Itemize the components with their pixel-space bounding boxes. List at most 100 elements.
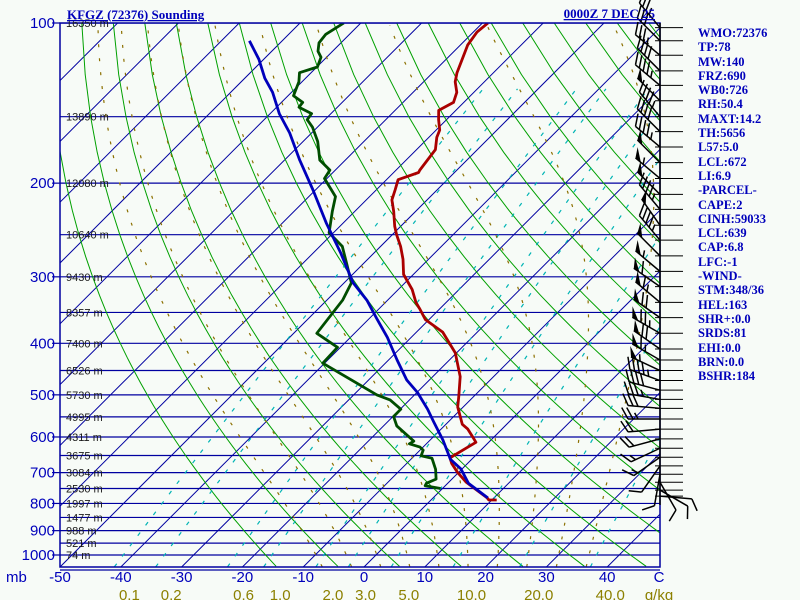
wind-barb [628, 465, 661, 493]
pressure-tick-label: 600 [30, 429, 55, 446]
height-label: 3084 m [66, 468, 103, 480]
dry-adiabat-line [175, 23, 524, 567]
dry-adiabat-line [364, 23, 660, 408]
chart-title: KFGZ (72376) Sounding [67, 7, 205, 22]
temp-tick-label: -40 [110, 569, 132, 586]
panel-line: RH:50.4 [698, 97, 743, 112]
dry-adiabat-line [60, 147, 277, 567]
isotherm-line [60, 23, 544, 507]
mixing-tick-label: 5.0 [398, 587, 419, 600]
pressure-tick-label: 800 [30, 495, 55, 512]
height-label: 10640 m [66, 230, 109, 242]
moist-adiabat-line [177, 25, 411, 567]
moist-adiabat-line [147, 25, 382, 567]
isotherm-line [302, 209, 660, 567]
panel-line: MW:140 [698, 54, 745, 69]
pressure-tick-label: 500 [30, 387, 55, 404]
wind-barb [620, 447, 661, 463]
dry-adiabat-line [301, 23, 660, 491]
panel-line: STM:348/36 [698, 283, 764, 298]
wind-barb [635, 240, 661, 272]
panel-line: SHR+:0.0 [698, 311, 751, 326]
wind-barb [633, 257, 661, 288]
dry-adiabat-line [144, 23, 462, 567]
pressure-unit-label: mb [6, 569, 27, 586]
wind-barb [621, 456, 661, 477]
mixing-tick-label: 1.0 [270, 587, 291, 600]
panel-line: LFC:-1 [698, 254, 738, 269]
height-label: 4311 m [66, 432, 102, 444]
panel-line: TH:5656 [698, 126, 746, 141]
mixing-ratio-line [589, 435, 660, 567]
panel-line: LCL:672 [698, 154, 747, 169]
dry-adiabat-line [459, 23, 660, 285]
wind-barb [633, 288, 661, 319]
moist-adiabat-line [486, 25, 590, 567]
panel-line: CINH:59033 [698, 211, 767, 226]
wind-barb [659, 481, 677, 522]
wind-barb [638, 203, 661, 241]
panel-line: -WIND- [698, 269, 742, 284]
moist-adiabat-line [97, 25, 323, 567]
moist-adiabat-line [389, 25, 540, 567]
dewpoint-curve [292, 23, 441, 490]
panel-line: WB0:726 [698, 83, 748, 98]
isotherm-line [60, 23, 301, 264]
height-label: 5730 m [66, 390, 103, 402]
isotherm-line [120, 27, 660, 567]
dry-adiabat-line [427, 23, 660, 325]
wind-barb [636, 161, 661, 195]
height-label: 4995 m [66, 412, 103, 424]
wind-barb [634, 113, 661, 148]
panel-line: -PARCEL- [698, 183, 757, 198]
wind-barb [636, 5, 661, 42]
isotherm-line [181, 87, 660, 567]
height-label: 2530 m [66, 484, 103, 496]
dry-adiabat-line [396, 23, 660, 366]
moist-adiabat-line [214, 25, 440, 567]
wind-barb [631, 306, 661, 334]
temp-tick-label: -10 [292, 569, 314, 586]
height-label: 13890 m [66, 112, 109, 124]
mixing-ratio-line [452, 234, 660, 567]
mixing-unit-label: g/kg [645, 587, 673, 600]
isotherm-line [60, 23, 362, 325]
isotherm-line [424, 331, 660, 567]
temp-tick-label: -30 [171, 569, 193, 586]
dry-adiabat-line [333, 23, 660, 449]
mixing-ratio-line [519, 325, 660, 567]
panel-line: MAXT:14.2 [698, 111, 762, 126]
height-label: 16350 m [66, 18, 109, 30]
mixing-tick-label: 40.0 [596, 587, 625, 600]
temp-tick-label: 20 [477, 569, 494, 586]
panel-line: EHI:0.0 [698, 340, 741, 355]
wind-barb [636, 96, 661, 133]
height-label: 1997 m [66, 498, 103, 510]
temp-tick-label: 10 [416, 569, 433, 586]
wind-barb [627, 356, 661, 382]
wind-barb [635, 147, 661, 180]
mixing-tick-label: 0.1 [119, 587, 140, 600]
wind-barb [633, 319, 661, 350]
pressure-tick-label: 200 [30, 175, 55, 192]
pressure-tick-label: 900 [30, 523, 55, 540]
pressure-tick-label: 100 [30, 15, 55, 32]
pressure-tick-label: 700 [30, 465, 55, 482]
wind-barb [635, 270, 661, 303]
pressure-tick-label: 1000 [22, 547, 55, 564]
mixing-tick-label: 0.2 [161, 587, 182, 600]
wind-barb [636, 67, 661, 102]
panel-line: CAP:6.8 [698, 240, 744, 255]
moist-adiabat-line [259, 25, 469, 567]
temp-tick-label: 0 [360, 569, 368, 586]
temp-unit-label: C [654, 569, 665, 586]
panel-line: BSHR:184 [698, 369, 755, 384]
wind-barb [636, 129, 661, 164]
dry-adiabat-line [238, 23, 647, 567]
wind-barb [620, 420, 661, 433]
panel-line: TP:78 [698, 40, 731, 55]
isotherm-line [60, 23, 605, 567]
wind-barb-column [619, 0, 698, 522]
panel-line: HEL:163 [698, 297, 748, 312]
